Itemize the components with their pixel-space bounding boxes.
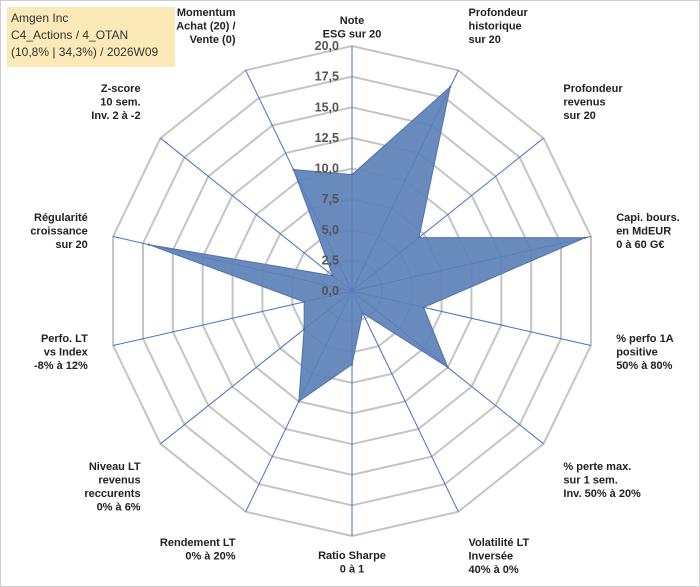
axis-label-line: revenus	[98, 475, 140, 487]
axis-label-line: Achat (20) /	[176, 21, 235, 33]
data-point-12	[147, 243, 151, 246]
radar-tick-labels: 0,0 2,5 5,0 7,5 10,0 12,5 15,0 17,5 20,0	[315, 39, 339, 298]
tick-label-4: 10,0	[315, 162, 339, 176]
axis-label-4: Capi. bours. en MdEUR 0 à 60 G€	[616, 212, 680, 251]
axis-label-14: Momentum Achat (20) / Vente (0)	[176, 7, 236, 46]
data-point-9	[297, 400, 300, 403]
spoke-7	[351, 290, 459, 512]
axis-label-5: % perfo 1A positive 50% à 80%	[616, 333, 674, 372]
data-point-13	[331, 274, 334, 277]
data-point-3	[417, 236, 421, 239]
tick-label-8: 20,0	[315, 39, 339, 53]
axis-label-line: Profondeur	[563, 83, 623, 95]
data-point-14	[292, 168, 295, 171]
axis-label-line: Inversée	[469, 551, 514, 563]
axis-label-line: % perte max.	[563, 461, 631, 473]
axis-label-line: ESG sur 20	[323, 29, 382, 41]
axis-label-line: croissance	[30, 225, 87, 237]
tick-label-6: 15,0	[315, 100, 339, 114]
spoke-13	[160, 137, 353, 292]
axis-label-line: positive	[616, 347, 658, 359]
axis-label-line: Volatilité LT	[469, 537, 530, 549]
axis-label-3: Profondeur revenus sur 20	[563, 83, 623, 122]
axis-label-line: 0 à 1	[340, 564, 364, 576]
axis-label-line: Ratio Sharpe	[318, 550, 386, 562]
tick-label-5: 12,5	[315, 131, 339, 145]
axis-label-line: revenus	[563, 96, 605, 108]
tick-label-1: 2,5	[322, 253, 339, 267]
axis-label-line: -8% à 12%	[34, 360, 88, 372]
axis-label-line: Régularité	[34, 212, 88, 224]
axis-label-line: Note	[340, 15, 364, 27]
axis-label-7: Volatilité LT Inversée 40% à 0%	[469, 537, 530, 576]
axis-label-line: 0 à 60 G€	[616, 239, 664, 251]
axis-label-line: Perfo. LT	[41, 333, 88, 345]
tick-label-3: 7,5	[322, 192, 339, 206]
axis-label-line: sur 1 sem.	[563, 475, 617, 487]
axis-label-11: Perfo. LT vs Index -8% à 12%	[34, 333, 89, 372]
axis-label-8: Ratio Sharpe 0 à 1	[318, 550, 386, 576]
axis-label-6: % perte max. sur 1 sem. Inv. 50% à 20%	[563, 461, 641, 500]
axis-label-line: 0% à 20%	[185, 551, 235, 563]
data-point-8	[350, 363, 354, 366]
axis-label-line: Rendement LT	[160, 537, 236, 549]
axis-label-line: 50% à 80%	[616, 360, 672, 372]
company-name: Amgen Inc	[11, 11, 69, 25]
axis-label-line: 0% à 6%	[97, 502, 141, 514]
axis-label-line: Vente (0)	[190, 34, 236, 46]
chart-info-box: Amgen Inc C4_Actions / 4_OTAN (10,8% | 3…	[7, 7, 175, 67]
axis-label-9: Rendement LT 0% à 20%	[160, 537, 236, 563]
data-point-10	[302, 328, 306, 331]
axis-label-line: sur 20	[563, 110, 595, 122]
axis-label-13: Z-score 10 sem. Inv. 2 à -2	[91, 83, 140, 122]
axis-label-line: % perfo 1A	[616, 333, 674, 345]
portfolio-path: C4_Actions / 4_OTAN	[11, 28, 129, 42]
data-point-4	[583, 236, 587, 239]
performance-week: (10,8% | 34,3%) / 2026W09	[11, 45, 159, 59]
axis-label-line: 10 sem.	[100, 96, 140, 108]
axis-label-line: sur 20	[469, 34, 501, 46]
axis-label-line: Profondeur	[469, 7, 529, 19]
axis-label-line: Niveau LT	[89, 461, 141, 473]
axis-label-line: 40% à 0%	[469, 564, 519, 576]
tick-label-7: 17,5	[315, 70, 339, 84]
data-point-5	[422, 306, 425, 309]
tick-label-0: 0,0	[322, 284, 339, 298]
data-point-1	[350, 173, 354, 176]
data-point-11	[303, 300, 306, 304]
axis-label-line: Momentum	[177, 7, 236, 19]
axis-label-line: Inv. 2 à -2	[91, 110, 140, 122]
axis-label-1: Note ESG sur 20	[323, 15, 382, 41]
axis-label-line: sur 20	[55, 239, 87, 251]
axis-label-line: reccurents	[84, 488, 140, 500]
axis-label-line: Inv. 50% à 20%	[563, 488, 641, 500]
axis-label-line: Capi. bours.	[616, 212, 680, 224]
data-point-7	[361, 311, 364, 315]
axis-label-line: vs Index	[44, 347, 89, 359]
tick-label-2: 5,0	[322, 223, 339, 237]
data-point-6	[446, 366, 449, 369]
radar-series	[147, 85, 587, 403]
axis-label-2: Profondeur historique sur 20	[469, 7, 529, 46]
axis-label-line: historique	[469, 21, 522, 33]
axis-label-10: Niveau LT revenus reccurents 0% à 6%	[84, 461, 141, 514]
data-point-2	[449, 85, 452, 89]
axis-label-line: Z-score	[101, 83, 141, 95]
axis-label-12: Régularité croissance sur 20	[30, 212, 87, 251]
axis-label-line: en MdEUR	[616, 225, 671, 237]
